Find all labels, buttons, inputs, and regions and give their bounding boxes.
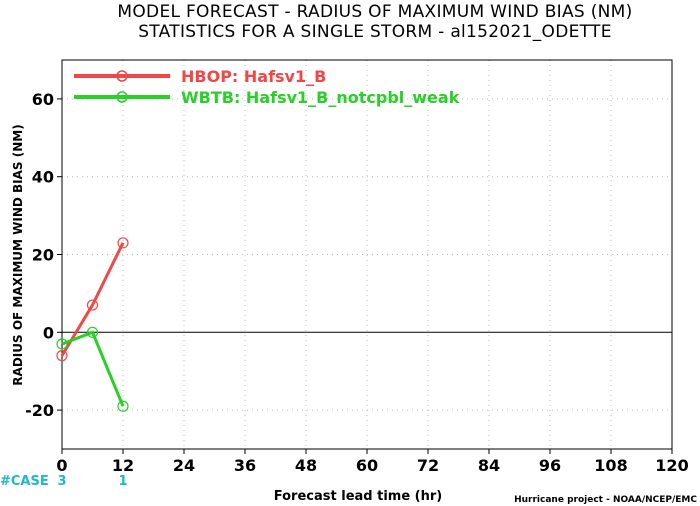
chart-title-line2: STATISTICS FOR A SINGLE STORM - al152021… [138, 22, 612, 42]
credit-text: Hurricane project - NOAA/NCEP/EMC [514, 495, 697, 505]
y-tick-label: -20 [25, 401, 54, 420]
x-tick-label: 48 [295, 456, 317, 475]
x-tick-label: 72 [417, 456, 439, 475]
x-tick-label: 120 [655, 456, 688, 475]
series-point [117, 400, 129, 412]
x-tick-label: 96 [539, 456, 561, 475]
grid-layer [62, 60, 672, 449]
x-tick-label: 84 [478, 456, 500, 475]
x-tick-label: 0 [56, 456, 67, 475]
x-tick-label: 108 [594, 456, 627, 475]
y-tick-label: 60 [32, 90, 54, 109]
y-tick-label: 20 [32, 246, 54, 265]
series-line-2 [61, 330, 125, 407]
x-tick-label: 12 [112, 456, 134, 475]
series-point [86, 326, 99, 338]
series-layer [56, 237, 129, 412]
legend: HBOP: Hafsv1_B WBTB: Hafsv1_B_notcpbl_wea… [74, 67, 460, 107]
x-axis-label: Forecast lead time (hr) [274, 489, 442, 504]
legend-label: WBTB: Hafsv1_B_notcpbl_weak [181, 88, 460, 107]
y-tick-label: 40 [32, 168, 54, 187]
case-count: 1 [118, 474, 127, 489]
y-tick-label: 0 [43, 323, 54, 342]
series-point [56, 350, 68, 362]
chart-title-line1: MODEL FORECAST - RADIUS OF MAXIMUM WIND … [117, 2, 632, 22]
series-point [86, 299, 99, 311]
x-tick-labels: 0 12 24 36 48 60 72 84 96 108 120 [56, 449, 689, 475]
y-axis-label: RADIUS OF MAXIMUM WIND BIAS (NM) [11, 124, 25, 385]
legend-label: HBOP: Hafsv1_B [181, 67, 326, 86]
series-line-1 [60, 242, 125, 357]
y-tick-labels: -20 0 20 40 60 [25, 90, 62, 420]
case-label: #CASE [0, 474, 49, 489]
x-tick-label: 60 [356, 456, 378, 475]
case-count: 3 [57, 474, 66, 489]
x-tick-label: 36 [234, 456, 256, 475]
case-counts: #CASE 3 1 [0, 474, 128, 489]
series-point [117, 237, 129, 249]
legend-marker [116, 70, 128, 82]
legend-marker [116, 91, 128, 103]
series-point [56, 338, 68, 350]
x-tick-label: 24 [173, 456, 195, 475]
